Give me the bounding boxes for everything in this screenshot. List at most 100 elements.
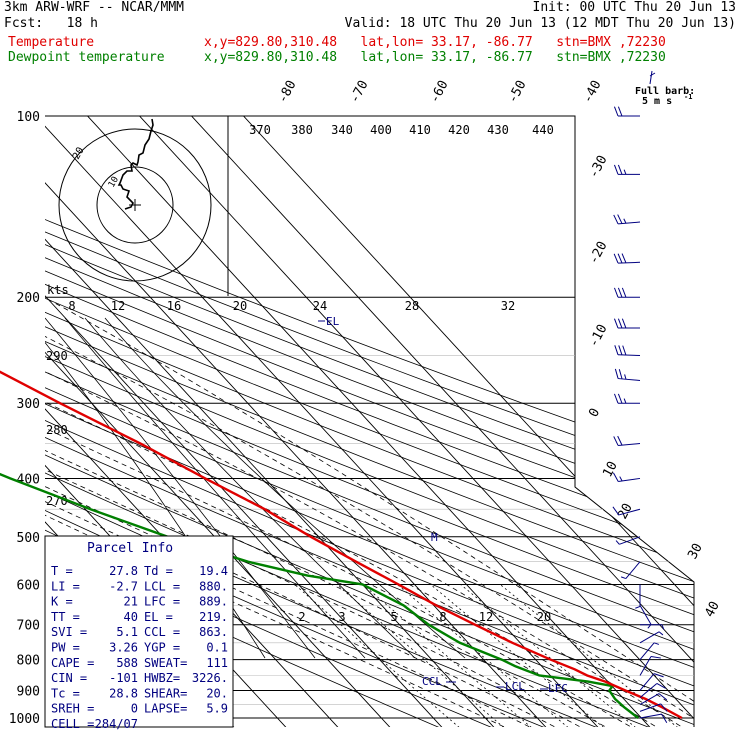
parcel-cell-1-2: LCL = bbox=[144, 579, 180, 593]
kts-label-24: 24 bbox=[313, 299, 327, 313]
parcel-cell-9-2: LAPSE= bbox=[144, 702, 187, 716]
wind-barb-12 bbox=[615, 536, 641, 545]
hodograph-ring-label-outer: 20 bbox=[71, 146, 87, 162]
hodo-fan-1 bbox=[45, 317, 316, 659]
wind-barb-24 bbox=[639, 713, 668, 724]
dry-adiabat-340 bbox=[45, 116, 694, 727]
wind-barb-9 bbox=[613, 435, 641, 446]
isotherm--100 bbox=[0, 103, 29, 731]
mixing-ratio-labels: 2 3 5 8 12 20 bbox=[298, 610, 551, 624]
parcel-cell-3-1: 40 bbox=[124, 610, 138, 624]
dry-adiabat-460 bbox=[45, 116, 694, 727]
hodograph-inner-ring bbox=[96, 166, 174, 244]
parcel-cell-4-2: CCL = bbox=[144, 625, 180, 639]
pressure-label-1000: 1000 bbox=[9, 712, 40, 727]
isotherm-label-8: 0 bbox=[586, 406, 603, 420]
init-time: Init: 00 UTC Thu 20 Jun 13 bbox=[532, 0, 737, 15]
kts-label-16: 16 bbox=[167, 299, 181, 313]
parcel-cell-7-1: -101 bbox=[109, 671, 138, 685]
parcel-cell-1-0: LI = bbox=[51, 579, 80, 593]
hodograph-ring-label-inner: 10 bbox=[107, 175, 121, 189]
isotherm-20 bbox=[74, 116, 654, 727]
isotherm-labels: -80 -70 -60 -50 -40 -30 -20 -10 0 10 20 30 40 bbox=[275, 78, 723, 620]
parcel-cell-2-2: LFC = bbox=[144, 595, 180, 609]
hodograph-outer-ring bbox=[58, 128, 212, 282]
kts-label-32: 32 bbox=[501, 299, 515, 313]
pressure-label-600: 600 bbox=[17, 578, 40, 593]
parcel-cell-6-3: 111 bbox=[206, 656, 228, 670]
isotherm--30 bbox=[45, 116, 394, 727]
parcel-cell-2-0: K = bbox=[51, 595, 73, 609]
wind-barb-4 bbox=[613, 287, 640, 298]
temperature-legend-info: x,y=829.80,310.48 lat,lon= 33.17, -86.77… bbox=[204, 35, 666, 50]
kts-label-8: 8 bbox=[68, 299, 75, 313]
dry-adiabat-420 bbox=[45, 116, 694, 727]
hodograph: 20 10 bbox=[58, 128, 212, 282]
mixing-ratio-label-0: 2 bbox=[298, 610, 305, 624]
wind-barb-1 bbox=[613, 164, 640, 175]
theta-labels: 370 380 340 400 410 420 430 440 bbox=[249, 123, 554, 137]
parcel-cell-7-0: CIN = bbox=[51, 671, 87, 685]
isotherm-label-3: -50 bbox=[505, 78, 529, 106]
wind-barb-13 bbox=[620, 561, 641, 580]
wind-barb-11 bbox=[612, 506, 641, 516]
theta-label-7: 440 bbox=[532, 123, 554, 137]
kts-label-28: 28 bbox=[405, 299, 419, 313]
theta-label-5: 420 bbox=[448, 123, 470, 137]
model-title: 3km ARW-WRF -- NCAR/MMM bbox=[4, 0, 185, 15]
dewpoint-line bbox=[0, 472, 639, 719]
parcel-cell-7-2: HWBZ= bbox=[144, 671, 180, 685]
pressure-label-700: 700 bbox=[17, 619, 40, 634]
parcel-cell-0-1: 27.8 bbox=[109, 564, 138, 578]
parcel-cell-8-1: 28.8 bbox=[109, 686, 138, 700]
dewpoint-legend-info: x,y=829.80,310.48 lat,lon= 33.17, -86.77… bbox=[204, 50, 666, 65]
parcel-cell-4-0: SVI = bbox=[51, 625, 87, 639]
mixing-ratio-8 bbox=[430, 584, 608, 727]
isotherm-label-6: -20 bbox=[586, 239, 610, 267]
moist-adiabat--5 bbox=[45, 283, 538, 727]
hodo-fan-3 bbox=[84, 317, 416, 659]
pressure-label-300: 300 bbox=[17, 397, 40, 412]
parcel-info-title: Parcel Info bbox=[87, 541, 173, 556]
moist-adiabat-10 bbox=[45, 283, 613, 727]
parcel-cell-8-0: Tc = bbox=[51, 686, 80, 700]
wind-barb-17 bbox=[639, 631, 664, 644]
mixing-ratio-1 bbox=[294, 584, 464, 727]
temperature-line bbox=[0, 370, 683, 720]
parcel-cell-6-0: CAPE = bbox=[51, 656, 94, 670]
parcel-info-rows: T = 27.8 Td = 19.4 LI = -2.7 LCL = 880. K = 21 LFC… bbox=[51, 564, 228, 731]
parcel-info-box bbox=[44, 535, 234, 728]
dry-adiabat-410 bbox=[45, 116, 694, 727]
parcel-cell-5-3: 0.1 bbox=[206, 641, 228, 655]
barb-legend-line1: Full barb: bbox=[635, 86, 695, 97]
dry-adiabat-320 bbox=[45, 116, 694, 727]
isotherm-label-0: -80 bbox=[275, 78, 299, 106]
wind-barb-10 bbox=[612, 472, 641, 482]
pressure-label-100: 100 bbox=[17, 110, 40, 125]
pressure-label-200: 200 bbox=[17, 291, 40, 306]
isotherm-label-7: -10 bbox=[586, 322, 610, 350]
dry-adiabat-310 bbox=[45, 116, 694, 727]
parcel-cell-0-3: 19.4 bbox=[199, 564, 228, 578]
parcel-cell-1-3: 880. bbox=[199, 579, 228, 593]
dry-adiabat-300 bbox=[45, 116, 694, 727]
pressure-label-500: 500 bbox=[17, 531, 40, 546]
parcel-cell-0-0: T = bbox=[51, 564, 73, 578]
forecast-hour: Fcst: 18 h bbox=[4, 16, 98, 31]
el-marker: EL bbox=[326, 315, 340, 328]
parcel-cell-9-1: 0 bbox=[131, 702, 138, 716]
parcel-cell-2-1: 21 bbox=[124, 595, 138, 609]
direction-label-290: 290 bbox=[46, 349, 68, 363]
mixing-ratio-label-4: 12 bbox=[479, 610, 493, 624]
dry-adiabat-390 bbox=[45, 116, 694, 727]
wind-barb-3 bbox=[613, 253, 641, 264]
isotherm-label-9: 10 bbox=[600, 459, 621, 480]
parcel-cell-4-1: 5.1 bbox=[116, 625, 138, 639]
wind-barb-14 bbox=[635, 584, 641, 609]
direction-label-280: 280 bbox=[46, 423, 68, 437]
parcel-cell-7-3: 3226. bbox=[192, 671, 228, 685]
mixing-ratio-label-2: 5 bbox=[390, 610, 397, 624]
wind-barb-23 bbox=[639, 703, 668, 712]
moist-adiabat-0 bbox=[45, 283, 563, 727]
